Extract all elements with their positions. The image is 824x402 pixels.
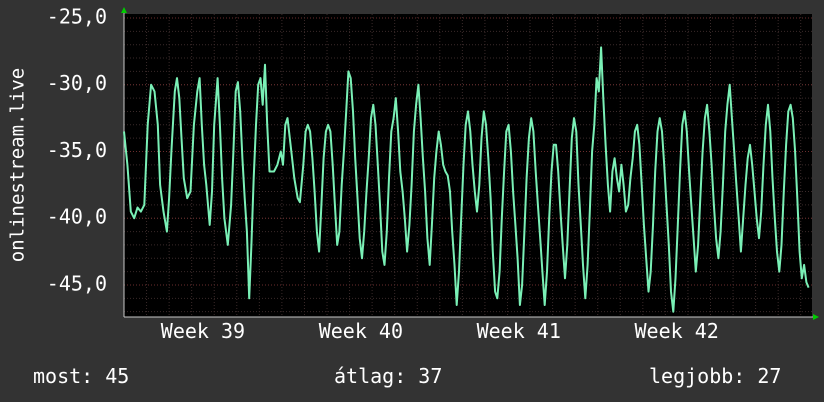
stat-current: most: 45	[33, 364, 130, 388]
y-axis-arrow	[121, 7, 127, 13]
stats-bar: most: 45 átlag: 37 legjobb: 27	[0, 362, 824, 390]
x-tick-label: Week 39	[161, 319, 245, 343]
y-tick-label: -35,0	[47, 138, 107, 162]
y-tick-labels: -25,0 -30,0 -35,0 -40,0 -45,0	[47, 5, 107, 296]
x-tick-label: Week 41	[477, 319, 561, 343]
y-tick-label: -40,0	[47, 205, 107, 229]
axes	[121, 7, 819, 320]
x-tick-label: Week 42	[635, 319, 719, 343]
y-tick-label: -30,0	[47, 71, 107, 95]
y-tick-label: -45,0	[47, 271, 107, 295]
series-line	[123, 46, 810, 313]
y-axis-label: onlinestream.live	[7, 68, 29, 262]
x-tick-label: Week 40	[319, 319, 403, 343]
y-tick-label: -25,0	[47, 5, 107, 29]
series-layer	[123, 46, 810, 313]
plot-area	[124, 14, 812, 317]
x-tick-labels: Week 39 Week 40 Week 41 Week 42	[161, 319, 719, 343]
x-axis-arrow	[813, 314, 819, 320]
stat-best: legjobb: 27	[649, 364, 782, 388]
stat-average: átlag: 37	[334, 364, 443, 388]
